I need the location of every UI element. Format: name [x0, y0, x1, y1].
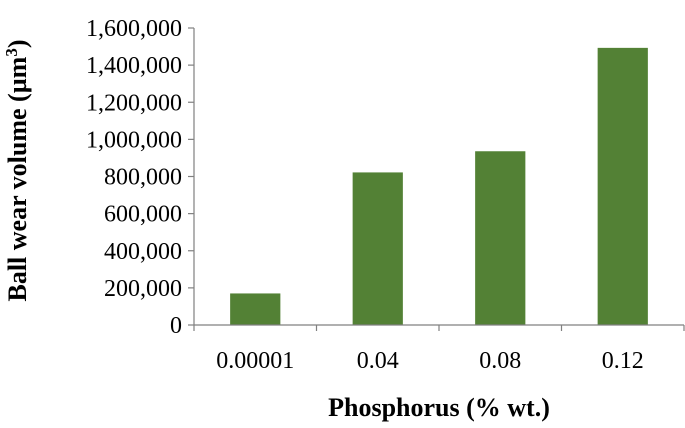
y-tick-label: 1,000,000 [86, 127, 182, 153]
x-tick-label: 0.04 [357, 348, 399, 374]
y-tick-label: 1,600,000 [86, 16, 182, 42]
x-tick-label: 0.12 [602, 348, 644, 374]
x-axis-title: Phosphorus (% wt.) [328, 393, 550, 422]
y-tick-label: 600,000 [104, 202, 182, 228]
y-tick-label: 800,000 [104, 165, 182, 191]
y-axis-title: Ball wear volume (µm3) [2, 39, 33, 301]
y-tick-label: 200,000 [104, 276, 182, 302]
bar-0.00001 [230, 293, 281, 325]
bar-0.12 [597, 47, 648, 325]
bar-0.04 [352, 172, 403, 325]
x-tick-label: 0.08 [479, 348, 521, 374]
y-tick-label: 1,200,000 [86, 90, 182, 116]
bars [230, 47, 648, 325]
y-tick-label: 1,400,000 [86, 53, 182, 79]
y-tick-label: 400,000 [104, 239, 182, 265]
x-axis-ticks: 0.00001 0.04 0.08 0.12 [193, 325, 685, 374]
y-axis-ticks: 0 200,000 400,000 600,000 800,000 1,000,000 1,… [86, 16, 194, 339]
bar-0.08 [475, 151, 526, 325]
y-axis-title-superscript: 3 [2, 48, 21, 57]
y-axis-title-main: Ball wear volume (µm [3, 56, 32, 301]
y-tick-label: 0 [170, 313, 182, 339]
x-tick-label: 0.00001 [216, 348, 294, 374]
y-axis-title-close: ) [3, 39, 32, 48]
